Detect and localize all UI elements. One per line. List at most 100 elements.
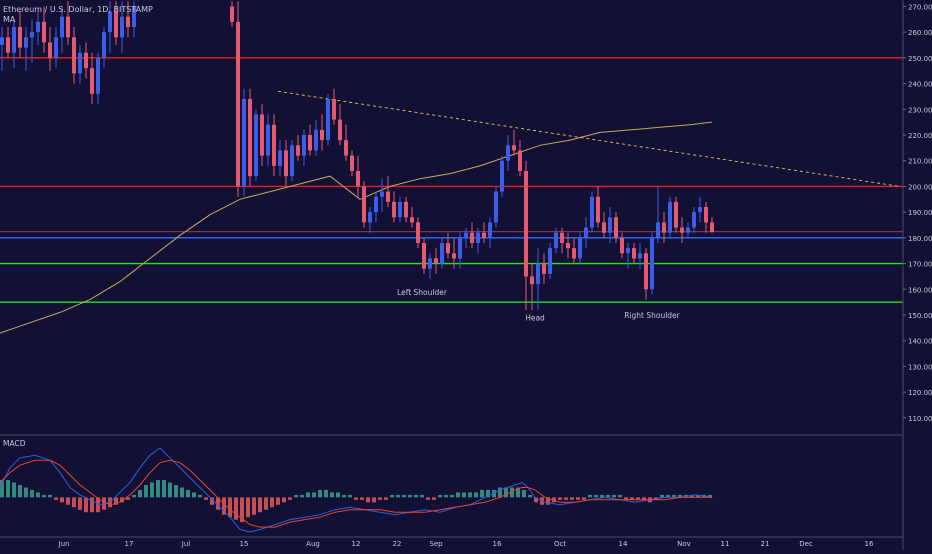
macd-hist-bar — [690, 494, 694, 498]
candle — [84, 42, 88, 79]
candle — [656, 186, 660, 243]
candle-body — [470, 232, 474, 243]
macd-hist-bar — [162, 480, 166, 498]
candle-body — [548, 248, 552, 274]
time-tick-label: Sep — [429, 540, 443, 548]
candle-body — [632, 248, 636, 259]
candle-body — [584, 227, 588, 238]
macd-hist-bar — [636, 497, 640, 500]
time-tick-label: 16 — [865, 540, 874, 548]
candle — [254, 109, 258, 182]
macd-hist-bar — [276, 497, 280, 505]
candle — [48, 27, 52, 71]
macd-hist-bar — [126, 497, 130, 500]
candle-body — [392, 201, 396, 218]
macd-hist-bar — [252, 497, 256, 515]
macd-hist-bar — [660, 494, 664, 498]
candle — [230, 1, 234, 27]
macd-hist-bar — [456, 492, 460, 498]
candle — [560, 227, 564, 254]
candle-body — [54, 37, 58, 58]
trendline-dashed — [277, 90, 901, 187]
candle-body — [608, 217, 612, 233]
macd-hist-bar — [198, 494, 202, 498]
candle — [602, 212, 606, 238]
candle-body — [428, 258, 432, 269]
macd-hist-bar — [78, 497, 82, 510]
macd-hist-bar — [282, 497, 286, 503]
macd-hist-bar — [582, 497, 586, 500]
candle-body — [120, 16, 124, 38]
macd-hist-bar — [144, 485, 148, 498]
candle-body — [84, 52, 88, 69]
macd-hist-bar — [264, 497, 268, 510]
time-tick-label: Oct — [554, 540, 566, 548]
macd-hist-bar — [558, 497, 562, 500]
macd-hist-bar — [444, 494, 448, 498]
macd-hist-bar — [270, 497, 274, 508]
candle — [644, 248, 648, 300]
candle — [332, 88, 336, 125]
candle — [60, 6, 64, 53]
macd-hist-bar — [498, 487, 502, 498]
candle — [398, 196, 402, 223]
candle-body — [482, 232, 486, 238]
candle-body — [434, 258, 438, 264]
candle-body — [380, 191, 384, 197]
candle-body — [72, 37, 76, 74]
candle — [296, 135, 300, 161]
time-tick-label: 11 — [721, 540, 730, 548]
macd-line — [0, 447, 713, 533]
candle — [96, 52, 100, 105]
macd-hist-bar — [630, 497, 634, 500]
time-tick-label: 12 — [352, 540, 361, 548]
candle — [108, 1, 112, 53]
candle-body — [132, 6, 136, 27]
macd-hist-bar — [246, 497, 250, 518]
macd-hist-bar — [24, 487, 28, 498]
candle-body — [704, 207, 708, 223]
candle — [572, 237, 576, 264]
candle-body — [530, 276, 534, 285]
candle — [302, 129, 306, 166]
macd-hist-bar — [642, 497, 646, 500]
candle-body — [464, 232, 468, 238]
price-tick-label: 250.00 — [908, 55, 932, 63]
candle-body — [452, 253, 456, 259]
candle — [242, 88, 246, 197]
macd-hist-bar — [480, 489, 484, 498]
macd-hist-bar — [330, 492, 334, 498]
macd-hist-bar — [48, 494, 52, 498]
candle — [422, 237, 426, 274]
candle-body — [362, 186, 366, 223]
macd-hist-bar — [390, 494, 394, 498]
candle — [132, 1, 136, 38]
macd-hist-bar — [432, 497, 436, 500]
candle-body — [12, 27, 16, 53]
price-tick-label: 210.00 — [908, 158, 932, 166]
candle — [692, 207, 696, 233]
candle-body — [350, 155, 354, 171]
candle — [650, 232, 654, 295]
macd-hist-bar — [216, 497, 220, 510]
candle-body — [404, 201, 408, 218]
macd-hist-bar — [60, 497, 64, 503]
candle — [0, 27, 4, 71]
candle — [458, 232, 462, 269]
candle-body — [542, 263, 546, 274]
candle-body — [266, 124, 270, 156]
candle — [78, 45, 82, 84]
candle-body — [320, 129, 324, 141]
moving-average — [0, 121, 713, 334]
candle-body — [524, 171, 528, 277]
annotations: Left Shoulder Head Right Shoulder — [397, 288, 681, 323]
candle — [662, 212, 666, 243]
candle-body — [614, 217, 618, 238]
macd-hist-bar — [18, 485, 22, 498]
candle-body — [656, 222, 660, 238]
macd-hist-bar — [528, 494, 532, 498]
candle-body — [308, 135, 312, 151]
candle — [680, 217, 684, 243]
candle-body — [686, 227, 690, 233]
